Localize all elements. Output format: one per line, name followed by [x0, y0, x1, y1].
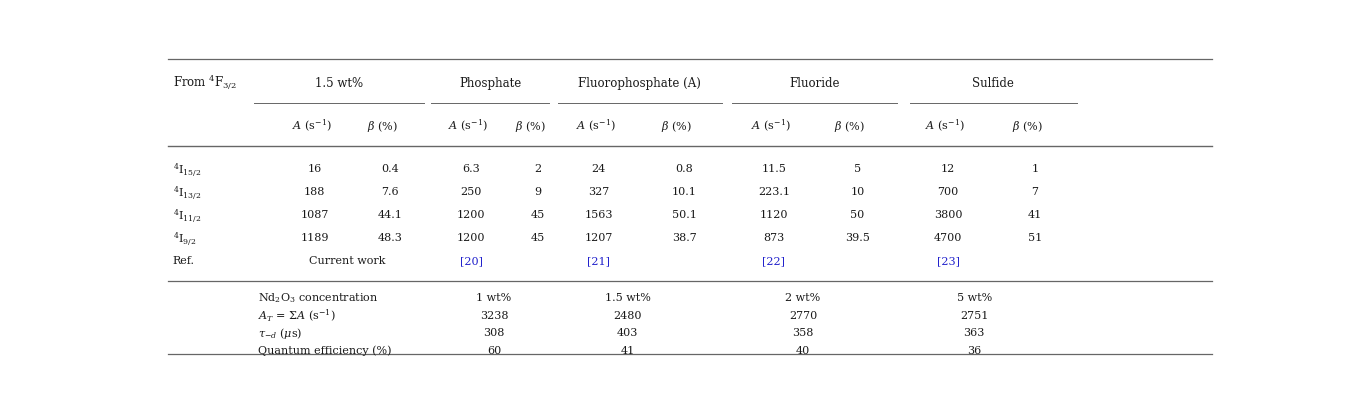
Text: Current work: Current work: [310, 257, 385, 267]
Text: 1.5 wt%: 1.5 wt%: [605, 293, 651, 303]
Text: 1120: 1120: [760, 210, 788, 220]
Text: 41: 41: [1028, 210, 1043, 220]
Text: 2480: 2480: [613, 311, 643, 321]
Text: [21]: [21]: [587, 257, 610, 267]
Text: 7: 7: [1032, 187, 1039, 197]
Text: 700: 700: [938, 187, 959, 197]
Text: From $^4$F$_{3/2}$: From $^4$F$_{3/2}$: [172, 73, 237, 93]
Text: Fluorophosphate (A): Fluorophosphate (A): [578, 77, 702, 90]
Text: 7.6: 7.6: [381, 187, 399, 197]
Text: $\tau_{-d}$ ($\mu$s): $\tau_{-d}$ ($\mu$s): [259, 326, 303, 341]
Text: 45: 45: [531, 233, 546, 243]
Text: 38.7: 38.7: [672, 233, 696, 243]
Text: Ref.: Ref.: [172, 257, 194, 267]
Text: 9: 9: [535, 187, 541, 197]
Text: $A$ (s$^{-1}$): $A$ (s$^{-1}$): [575, 118, 616, 134]
Text: 44.1: 44.1: [377, 210, 403, 220]
Text: 10: 10: [850, 187, 865, 197]
Text: 5: 5: [854, 164, 861, 174]
Text: 0.8: 0.8: [675, 164, 692, 174]
Text: $\beta$ (%): $\beta$ (%): [515, 119, 546, 134]
Text: 36: 36: [967, 346, 982, 356]
Text: 24: 24: [591, 164, 606, 174]
Text: $^4$I$_{13/2}$: $^4$I$_{13/2}$: [172, 184, 201, 201]
Text: 48.3: 48.3: [377, 233, 403, 243]
Text: Quantum efficiency (%): Quantum efficiency (%): [259, 346, 392, 356]
Text: 50.1: 50.1: [672, 210, 696, 220]
Text: 363: 363: [963, 328, 985, 338]
Text: 223.1: 223.1: [758, 187, 789, 197]
Text: 0.4: 0.4: [381, 164, 399, 174]
Text: 50: 50: [850, 210, 865, 220]
Text: 12: 12: [942, 164, 955, 174]
Text: 2 wt%: 2 wt%: [785, 293, 820, 303]
Text: 41: 41: [621, 346, 634, 356]
Text: 5 wt%: 5 wt%: [956, 293, 991, 303]
Text: 16: 16: [307, 164, 322, 174]
Text: $\beta$ (%): $\beta$ (%): [834, 119, 865, 134]
Text: 6.3: 6.3: [462, 164, 480, 174]
Text: 1087: 1087: [300, 210, 329, 220]
Text: [22]: [22]: [762, 257, 785, 267]
Text: $A$ (s$^{-1}$): $A$ (s$^{-1}$): [925, 118, 964, 134]
Text: 51: 51: [1028, 233, 1043, 243]
Text: 1: 1: [1032, 164, 1039, 174]
Text: $^4$I$_{9/2}$: $^4$I$_{9/2}$: [172, 230, 197, 247]
Text: Fluoride: Fluoride: [789, 77, 839, 90]
Text: 327: 327: [587, 187, 609, 197]
Text: 2770: 2770: [789, 311, 818, 321]
Text: $^4$I$_{11/2}$: $^4$I$_{11/2}$: [172, 207, 201, 224]
Text: 1563: 1563: [585, 210, 613, 220]
Text: 3238: 3238: [480, 311, 508, 321]
Text: 10.1: 10.1: [672, 187, 696, 197]
Text: 2751: 2751: [960, 311, 989, 321]
Text: 873: 873: [764, 233, 784, 243]
Text: [23]: [23]: [936, 257, 959, 267]
Text: 308: 308: [484, 328, 505, 338]
Text: $^4$I$_{15/2}$: $^4$I$_{15/2}$: [172, 161, 201, 178]
Text: Sulfide: Sulfide: [973, 77, 1014, 90]
Text: $\beta$ (%): $\beta$ (%): [366, 119, 397, 134]
Text: 39.5: 39.5: [845, 233, 870, 243]
Text: 358: 358: [792, 328, 814, 338]
Text: 2: 2: [535, 164, 541, 174]
Text: $A$ (s$^{-1}$): $A$ (s$^{-1}$): [291, 118, 331, 134]
Text: 188: 188: [304, 187, 325, 197]
Text: 4700: 4700: [933, 233, 962, 243]
Text: 1200: 1200: [457, 210, 485, 220]
Text: 403: 403: [617, 328, 638, 338]
Text: 250: 250: [461, 187, 482, 197]
Text: $\beta$ (%): $\beta$ (%): [661, 119, 692, 134]
Text: 60: 60: [488, 346, 501, 356]
Text: 1207: 1207: [585, 233, 613, 243]
Text: 11.5: 11.5: [761, 164, 787, 174]
Text: $A$ (s$^{-1}$): $A$ (s$^{-1}$): [750, 118, 791, 134]
Text: 45: 45: [531, 210, 546, 220]
Text: [20]: [20]: [459, 257, 482, 267]
Text: $A_T$ = $\Sigma A$ (s$^{-1}$): $A_T$ = $\Sigma A$ (s$^{-1}$): [259, 308, 335, 324]
Text: $\beta$ (%): $\beta$ (%): [1012, 119, 1043, 134]
Text: 1 wt%: 1 wt%: [477, 293, 512, 303]
Text: 40: 40: [796, 346, 810, 356]
Text: $A$ (s$^{-1}$): $A$ (s$^{-1}$): [449, 118, 488, 134]
Text: Nd$_2$O$_3$ concentration: Nd$_2$O$_3$ concentration: [259, 291, 379, 305]
Text: 3800: 3800: [933, 210, 963, 220]
Text: 1.5 wt%: 1.5 wt%: [315, 77, 364, 90]
Text: Phosphate: Phosphate: [459, 77, 521, 90]
Text: 1189: 1189: [300, 233, 329, 243]
Text: 1200: 1200: [457, 233, 485, 243]
